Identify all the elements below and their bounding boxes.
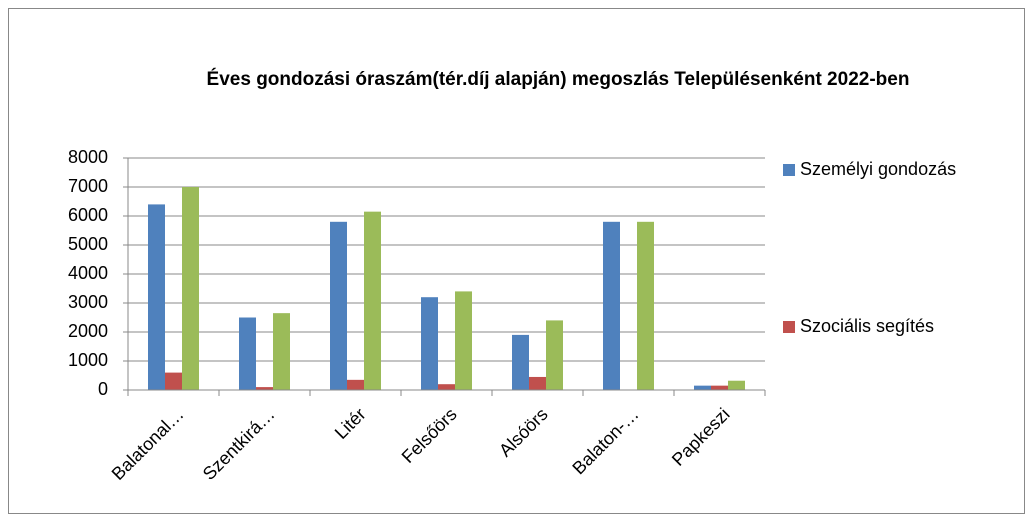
bar — [512, 334, 529, 390]
legend-swatch — [783, 164, 795, 176]
legend-swatch — [783, 321, 795, 333]
bar — [455, 291, 472, 390]
bar — [421, 297, 438, 390]
y-tick-label: 4000 — [68, 263, 108, 283]
y-tick-label: 8000 — [68, 147, 108, 167]
bar — [256, 387, 273, 390]
legend-label: Szociális segítés — [800, 316, 934, 336]
bar — [148, 204, 165, 390]
bar — [165, 372, 182, 390]
y-tick-label: 5000 — [68, 234, 108, 254]
y-tick-label: 2000 — [68, 321, 108, 341]
bar — [182, 187, 199, 390]
bar — [330, 221, 347, 390]
y-tick-label: 7000 — [68, 176, 108, 196]
bar — [728, 380, 745, 390]
bar — [694, 385, 711, 390]
bar — [239, 317, 256, 390]
bar — [603, 221, 620, 390]
y-tick-label: 6000 — [68, 205, 108, 225]
y-tick-label: 0 — [98, 379, 108, 399]
bar — [546, 320, 563, 390]
bar — [347, 379, 364, 390]
legend-label: Személyi gondozás — [800, 159, 956, 179]
chart-frame — [8, 8, 1025, 514]
y-tick-label: 3000 — [68, 292, 108, 312]
bar — [364, 211, 381, 390]
chart-title: Éves gondozási óraszám(tér.díj alapján) … — [207, 68, 910, 90]
bar — [637, 221, 654, 390]
bar — [273, 313, 290, 390]
bar — [438, 384, 455, 390]
bar — [529, 376, 546, 390]
bar — [711, 385, 728, 390]
y-tick-label: 1000 — [68, 350, 108, 370]
